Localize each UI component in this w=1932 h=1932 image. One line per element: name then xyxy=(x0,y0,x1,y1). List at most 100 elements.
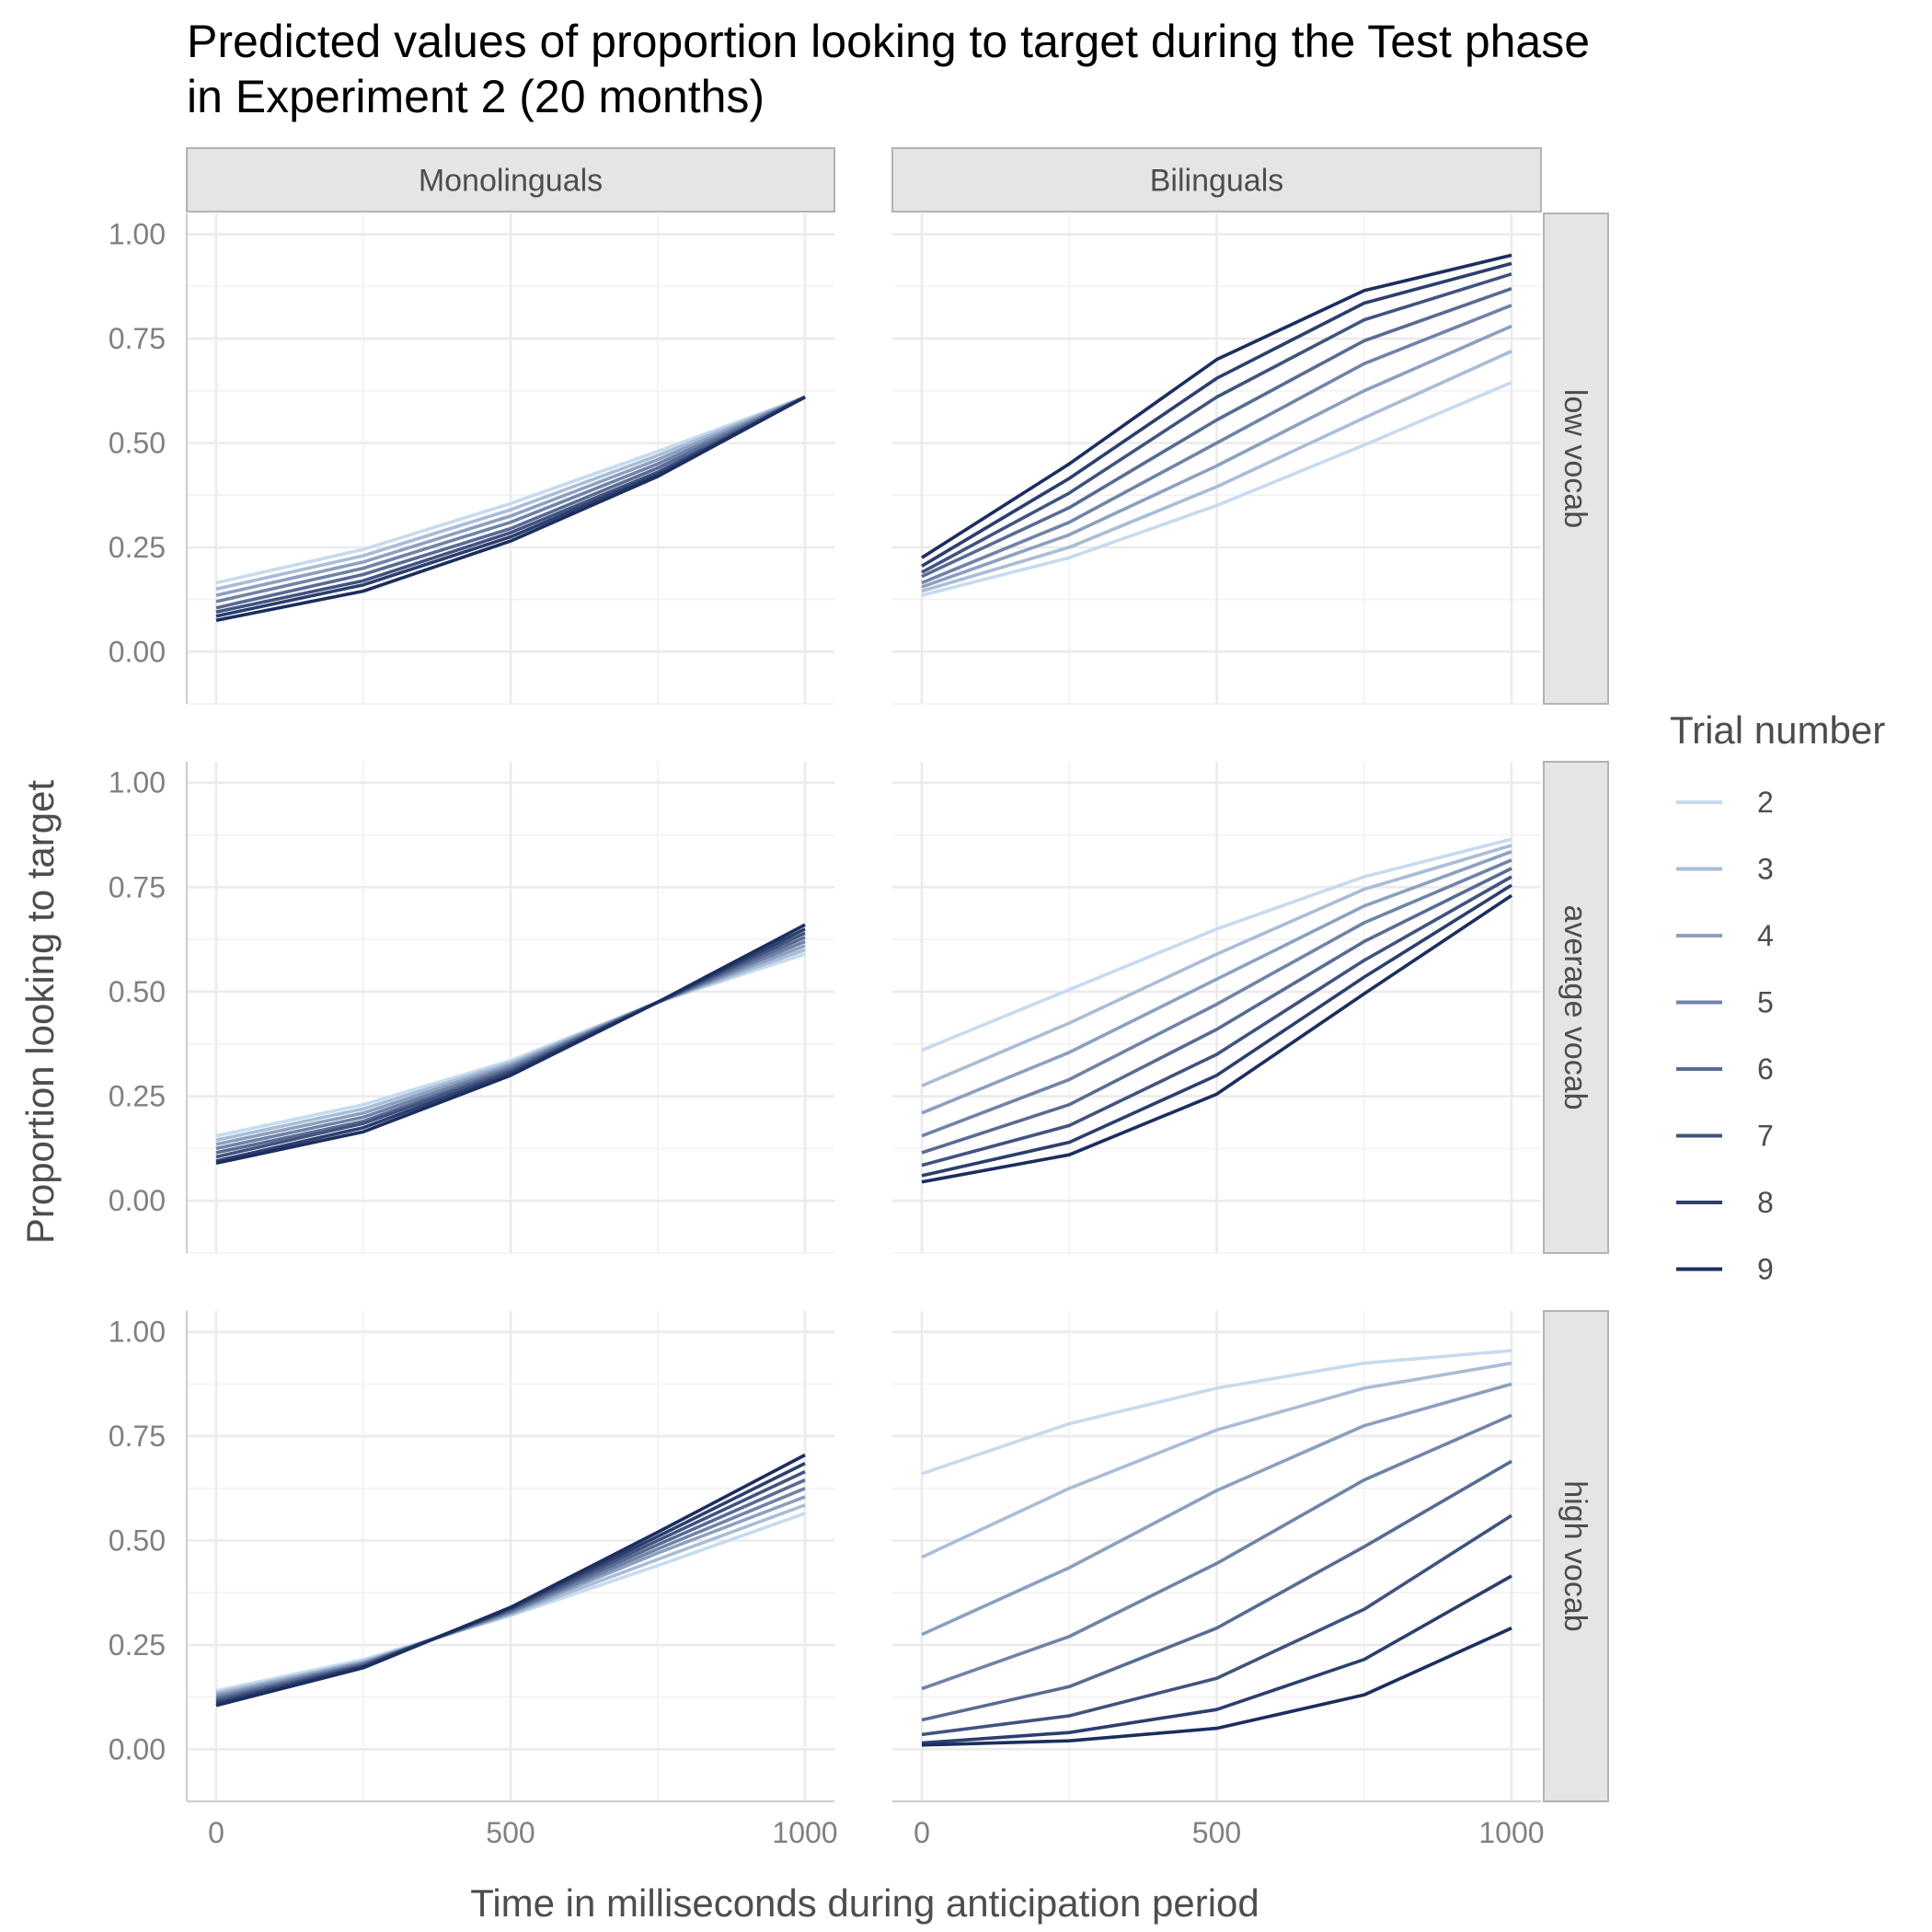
legend-entry-label: 9 xyxy=(1757,1253,1774,1286)
y-tick-label: 1.00 xyxy=(109,1316,166,1349)
series-line-trial-4 xyxy=(215,395,806,597)
legend-entry-7: 7 xyxy=(1676,1120,1774,1153)
series-line-trial-8 xyxy=(921,1574,1512,1745)
series-line-trial-8 xyxy=(921,261,1512,568)
y-tick-label: 0.00 xyxy=(109,1184,166,1217)
column-strip-label: Monolinguals xyxy=(419,164,603,199)
legend-entry-2: 2 xyxy=(1676,786,1774,819)
y-tick-label: 0.50 xyxy=(109,975,166,1008)
series-line-trial-7 xyxy=(921,272,1512,574)
legend-entry-5: 5 xyxy=(1676,986,1774,1019)
legend-title: Trial number xyxy=(1670,708,1885,752)
panel-bilinguals-average-vocab xyxy=(892,762,1541,1254)
series-line-trial-3 xyxy=(215,395,806,592)
strip-background xyxy=(186,147,835,213)
series-line-trial-4 xyxy=(921,1382,1512,1637)
series-line-trial-5 xyxy=(215,395,806,604)
legend-entry-label: 2 xyxy=(1757,786,1774,819)
x-tick-label: 1000 xyxy=(1478,1816,1544,1849)
panel-bilinguals-low-vocab xyxy=(892,213,1541,705)
axis-ticks: 0.00 0.25 0.50 0.75 1.00 0.00 0.25 0.50 0.75 1.00… xyxy=(109,218,1545,1849)
column-strip-label: Bilinguals xyxy=(1150,164,1284,199)
series-line-trial-9 xyxy=(921,1627,1512,1747)
series-line-trial-3 xyxy=(921,1361,1512,1559)
series-line-trial-9 xyxy=(215,1453,806,1708)
row-strip-low-vocab: low vocab xyxy=(1543,213,1609,705)
y-tick-label: 0.75 xyxy=(109,1420,166,1453)
legend-entry-9: 9 xyxy=(1676,1253,1774,1286)
row-strip-label: high vocab xyxy=(1558,1480,1593,1631)
y-tick-label: 0.00 xyxy=(109,635,166,668)
series-line-trial-9 xyxy=(921,893,1512,1184)
series-line-trial-5 xyxy=(921,304,1512,585)
series-line-trial-3 xyxy=(921,350,1512,593)
y-tick-label: 0.25 xyxy=(109,1080,166,1113)
legend-entry-4: 4 xyxy=(1676,919,1774,952)
y-tick-label: 0.00 xyxy=(109,1732,166,1765)
x-tick-label: 0 xyxy=(208,1816,224,1849)
series-line-trial-8 xyxy=(921,883,1512,1178)
legend-entry-8: 8 xyxy=(1676,1186,1774,1219)
legend-entry-label: 7 xyxy=(1757,1120,1774,1153)
y-tick-label: 0.50 xyxy=(109,426,166,459)
strip-background xyxy=(891,147,1542,213)
series-line-trial-6 xyxy=(921,287,1512,579)
legend-entry-6: 6 xyxy=(1676,1052,1774,1086)
series-line-trial-2 xyxy=(921,1349,1512,1476)
x-tick-label: 0 xyxy=(914,1816,930,1849)
series-line-trial-9 xyxy=(215,923,806,1166)
y-tick-label: 0.75 xyxy=(109,322,166,355)
series-line-trial-6 xyxy=(215,395,806,610)
row-strip-label: average vocab xyxy=(1558,904,1593,1110)
y-tick-label: 0.75 xyxy=(109,870,166,903)
panel-bilinguals-high-vocab xyxy=(892,1311,1541,1803)
series-line-trial-9 xyxy=(921,253,1512,559)
column-strip-monolinguals: Monolinguals xyxy=(186,147,835,213)
x-tick-label: 1000 xyxy=(772,1816,837,1849)
strip-background xyxy=(1543,1310,1609,1802)
series-line-trial-6 xyxy=(921,867,1512,1155)
series-line-trial-7 xyxy=(921,1513,1512,1737)
strip-background xyxy=(1543,761,1609,1254)
series-line-trial-5 xyxy=(921,1413,1512,1691)
legend-entry-3: 3 xyxy=(1676,853,1774,886)
row-strip-average-vocab: average vocab xyxy=(1543,761,1609,1254)
panel-monolinguals-high-vocab xyxy=(185,1311,834,1803)
y-axis-title: Proportion looking to target xyxy=(18,780,62,1245)
row-strip-label: low vocab xyxy=(1558,389,1593,528)
legend-entry-label: 3 xyxy=(1757,853,1774,886)
series-line-trial-2 xyxy=(921,381,1512,597)
y-tick-label: 0.25 xyxy=(109,531,166,564)
series-line-trial-7 xyxy=(921,875,1512,1167)
x-axis-title: Time in milliseconds during anticipation… xyxy=(470,1881,1259,1925)
series-line-trial-2 xyxy=(921,837,1512,1052)
series-line-trial-3 xyxy=(921,844,1512,1087)
legend-entry-label: 4 xyxy=(1757,919,1774,952)
series-line-trial-6 xyxy=(921,1459,1512,1722)
facet-strips: Monolinguals Bilinguals low vocab average v… xyxy=(186,147,1609,1802)
chart-title-line-1: Predicted values of proportion looking t… xyxy=(187,16,1590,67)
series-line-trial-4 xyxy=(921,850,1512,1115)
legend: Trial number 2 3 4 5 6 7 8 9 xyxy=(1670,708,1885,1286)
row-strip-high-vocab: high vocab xyxy=(1543,1310,1609,1802)
series-line-trial-9 xyxy=(215,396,806,623)
legend-entry-label: 8 xyxy=(1757,1186,1774,1219)
x-tick-label: 500 xyxy=(486,1816,535,1849)
series-line-trial-4 xyxy=(921,324,1512,589)
y-tick-label: 1.00 xyxy=(109,766,166,799)
y-tick-label: 0.50 xyxy=(109,1524,166,1557)
y-tick-label: 1.00 xyxy=(109,218,166,251)
panel-monolinguals-average-vocab xyxy=(185,762,834,1254)
legend-entry-label: 6 xyxy=(1757,1052,1774,1086)
series-line-trial-2 xyxy=(215,395,806,585)
y-tick-label: 0.25 xyxy=(109,1628,166,1662)
panel-monolinguals-low-vocab xyxy=(185,213,834,705)
facet-panels xyxy=(185,213,1541,1803)
series-line-trial-5 xyxy=(921,858,1512,1138)
strip-background xyxy=(1543,213,1609,705)
legend-entry-label: 5 xyxy=(1757,986,1774,1019)
chart-title-line-2: in Experiment 2 (20 months) xyxy=(187,71,765,122)
column-strip-bilinguals: Bilinguals xyxy=(891,147,1542,213)
x-tick-label: 500 xyxy=(1192,1816,1241,1849)
